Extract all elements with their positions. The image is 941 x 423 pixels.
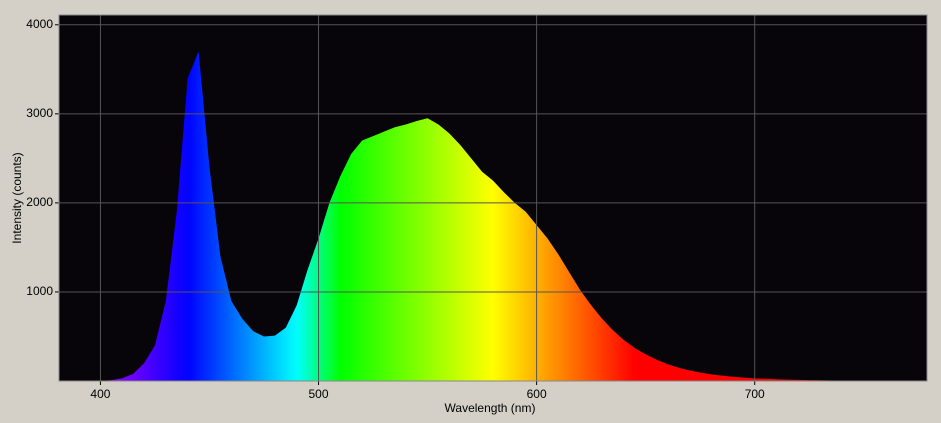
x-tick-label: 400 [90, 387, 110, 401]
x-axis-label: Wavelength (nm) [445, 401, 536, 415]
y-tick-label: 3000 [26, 106, 53, 120]
y-axis-label: Intensity (counts) [10, 152, 24, 243]
x-tick-label: 500 [309, 387, 329, 401]
plot-border [58, 14, 928, 382]
x-tick-label: 600 [527, 387, 547, 401]
x-tick-label: 700 [745, 387, 765, 401]
y-tick-label: 1000 [26, 284, 53, 298]
spectrum-area [67, 51, 908, 381]
y-tick-label: 2000 [26, 195, 53, 209]
y-tick-label: 4000 [26, 17, 53, 31]
